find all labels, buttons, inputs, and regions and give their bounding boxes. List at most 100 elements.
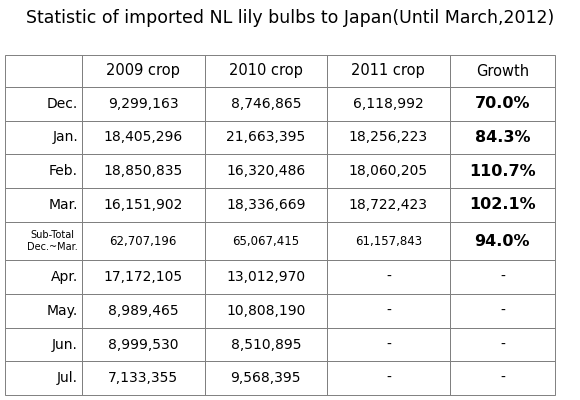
Bar bbox=[205, 222, 327, 260]
Text: 7,133,355: 7,133,355 bbox=[108, 371, 178, 385]
Text: -: - bbox=[500, 338, 505, 352]
Bar bbox=[205, 121, 327, 154]
Bar bbox=[327, 87, 450, 121]
Text: 62,707,196: 62,707,196 bbox=[110, 234, 177, 248]
Bar bbox=[5, 154, 82, 188]
Text: 2009 crop: 2009 crop bbox=[106, 64, 180, 78]
Bar bbox=[327, 222, 450, 260]
Text: 10,808,190: 10,808,190 bbox=[226, 304, 306, 318]
Text: 21,663,395: 21,663,395 bbox=[226, 130, 306, 144]
Text: 2010 crop: 2010 crop bbox=[229, 64, 303, 78]
Text: Growth: Growth bbox=[476, 64, 529, 78]
Text: Dec.: Dec. bbox=[47, 97, 78, 111]
Text: Feb.: Feb. bbox=[49, 164, 78, 178]
Text: 8,510,895: 8,510,895 bbox=[230, 338, 301, 352]
Text: 9,299,163: 9,299,163 bbox=[108, 97, 179, 111]
Bar bbox=[5, 260, 82, 294]
Bar bbox=[450, 55, 555, 87]
Bar bbox=[450, 222, 555, 260]
Bar bbox=[327, 55, 450, 87]
Bar bbox=[82, 87, 205, 121]
Text: 61,157,843: 61,157,843 bbox=[355, 234, 422, 248]
Bar bbox=[5, 55, 82, 87]
Bar bbox=[327, 121, 450, 154]
Text: 94.0%: 94.0% bbox=[474, 234, 530, 248]
Bar bbox=[327, 328, 450, 361]
Bar bbox=[5, 121, 82, 154]
Text: -: - bbox=[386, 338, 391, 352]
Text: 6,118,992: 6,118,992 bbox=[353, 97, 424, 111]
Bar bbox=[205, 154, 327, 188]
Bar bbox=[82, 121, 205, 154]
Bar bbox=[5, 87, 82, 121]
Bar bbox=[205, 260, 327, 294]
Bar bbox=[82, 188, 205, 222]
Text: 8,746,865: 8,746,865 bbox=[230, 97, 301, 111]
Text: 13,012,970: 13,012,970 bbox=[226, 270, 305, 284]
Text: -: - bbox=[500, 270, 505, 284]
Bar bbox=[5, 294, 82, 328]
Text: May.: May. bbox=[47, 304, 78, 318]
Bar bbox=[450, 361, 555, 395]
Text: 8,989,465: 8,989,465 bbox=[108, 304, 179, 318]
Text: Jun.: Jun. bbox=[52, 338, 78, 352]
Bar bbox=[450, 328, 555, 361]
Text: -: - bbox=[500, 304, 505, 318]
Text: Apr.: Apr. bbox=[50, 270, 78, 284]
Text: -: - bbox=[500, 371, 505, 385]
Text: 102.1%: 102.1% bbox=[469, 197, 536, 212]
Text: 18,405,296: 18,405,296 bbox=[104, 130, 183, 144]
Bar bbox=[82, 294, 205, 328]
Bar bbox=[5, 328, 82, 361]
Text: -: - bbox=[386, 304, 391, 318]
Text: Jan.: Jan. bbox=[52, 130, 78, 144]
Text: 18,256,223: 18,256,223 bbox=[349, 130, 428, 144]
Text: 18,336,669: 18,336,669 bbox=[226, 198, 306, 212]
Text: 70.0%: 70.0% bbox=[474, 96, 530, 111]
Bar bbox=[327, 188, 450, 222]
Bar bbox=[205, 87, 327, 121]
Text: 16,320,486: 16,320,486 bbox=[226, 164, 306, 178]
Bar bbox=[205, 188, 327, 222]
Text: 18,060,205: 18,060,205 bbox=[349, 164, 428, 178]
Bar bbox=[205, 328, 327, 361]
Bar bbox=[5, 222, 82, 260]
Text: -: - bbox=[386, 371, 391, 385]
Bar bbox=[82, 55, 205, 87]
Bar bbox=[5, 188, 82, 222]
Text: -: - bbox=[386, 270, 391, 284]
Bar bbox=[450, 188, 555, 222]
Text: 17,172,105: 17,172,105 bbox=[104, 270, 183, 284]
Text: Mar.: Mar. bbox=[49, 198, 78, 212]
Bar bbox=[450, 87, 555, 121]
Text: 2011 crop: 2011 crop bbox=[351, 64, 425, 78]
Text: 16,151,902: 16,151,902 bbox=[104, 198, 183, 212]
Bar bbox=[205, 294, 327, 328]
Bar bbox=[327, 294, 450, 328]
Text: Statistic of imported NL lily bulbs to Japan(Until March,2012): Statistic of imported NL lily bulbs to J… bbox=[26, 9, 554, 27]
Bar bbox=[450, 154, 555, 188]
Text: 65,067,415: 65,067,415 bbox=[232, 234, 299, 248]
Text: 110.7%: 110.7% bbox=[469, 164, 536, 179]
Text: 8,999,530: 8,999,530 bbox=[108, 338, 179, 352]
Bar bbox=[82, 361, 205, 395]
Bar bbox=[205, 55, 327, 87]
Bar bbox=[450, 294, 555, 328]
Bar bbox=[327, 361, 450, 395]
Text: Jul.: Jul. bbox=[57, 371, 78, 385]
Text: 18,722,423: 18,722,423 bbox=[349, 198, 428, 212]
Bar bbox=[82, 260, 205, 294]
Text: 84.3%: 84.3% bbox=[474, 130, 530, 145]
Text: 9,568,395: 9,568,395 bbox=[230, 371, 301, 385]
Bar bbox=[450, 260, 555, 294]
Bar bbox=[327, 154, 450, 188]
Bar bbox=[450, 121, 555, 154]
Text: Sub-Total
Dec.~Mar.: Sub-Total Dec.~Mar. bbox=[27, 230, 78, 252]
Bar bbox=[82, 328, 205, 361]
Bar bbox=[5, 361, 82, 395]
Bar bbox=[327, 260, 450, 294]
Bar bbox=[205, 361, 327, 395]
Bar bbox=[82, 222, 205, 260]
Bar bbox=[82, 154, 205, 188]
Text: 18,850,835: 18,850,835 bbox=[104, 164, 183, 178]
